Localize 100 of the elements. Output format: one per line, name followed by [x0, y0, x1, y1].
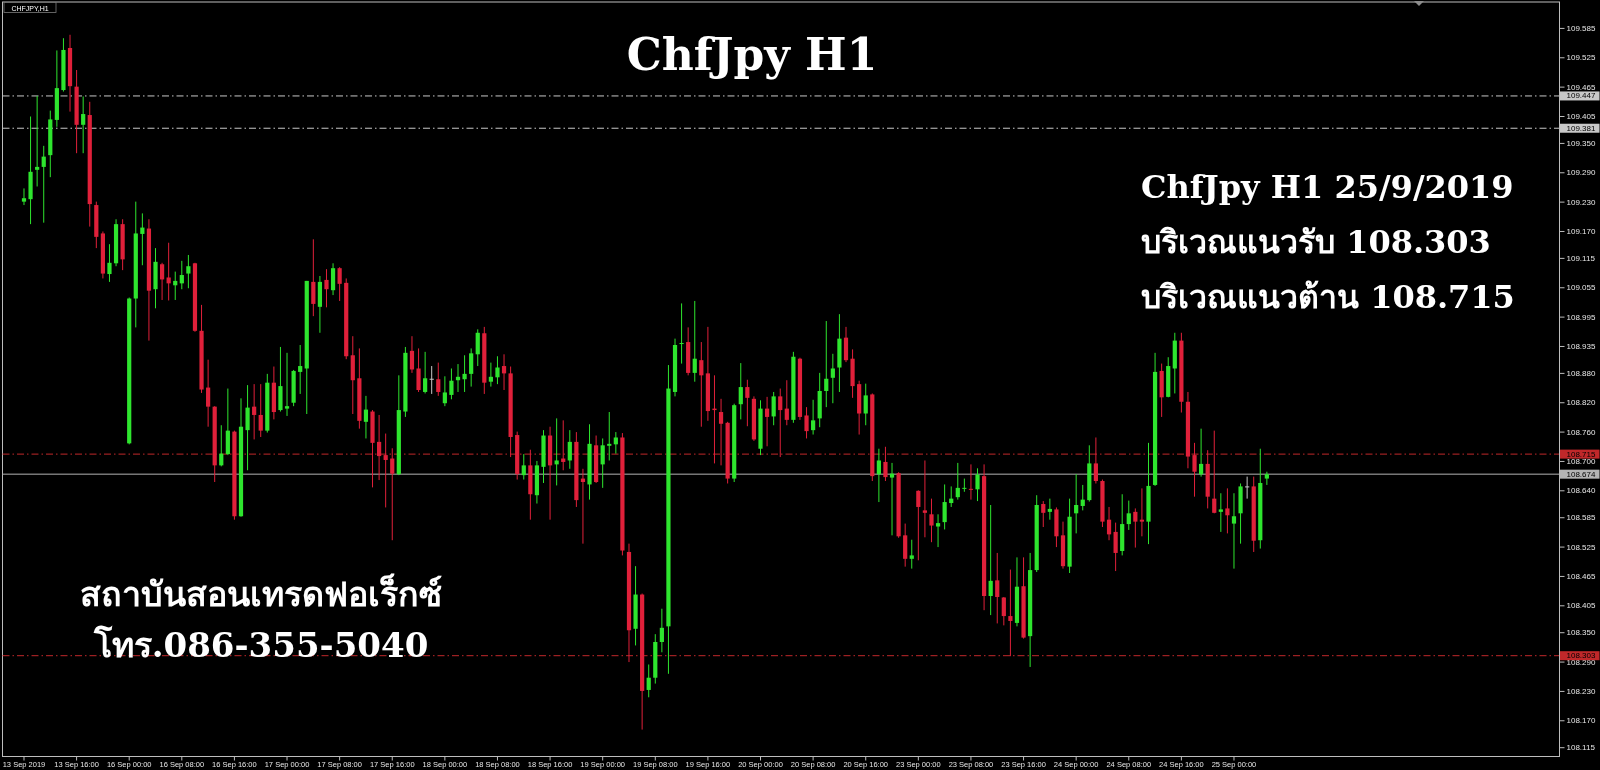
text: ChfJpy H1 [626, 29, 878, 80]
candlestick [166, 242, 171, 301]
candlestick [278, 346, 283, 413]
candlestick [1008, 569, 1013, 657]
candlestick [811, 399, 816, 436]
candlestick [968, 463, 974, 501]
annotation: ChfJpy H1 25/9/2019 [1141, 168, 1514, 206]
y-tick-label: 108.525 [1566, 542, 1596, 552]
candlestick [107, 243, 112, 283]
y-tick-label: 109.230 [1566, 197, 1596, 207]
candlestick [607, 411, 612, 461]
y-tick-label: 109.350 [1566, 138, 1596, 148]
candlestick [337, 266, 342, 302]
y-tick-label: 108.170 [1566, 716, 1596, 726]
candlestick [995, 552, 1000, 624]
candlestick [1212, 430, 1217, 514]
candlestick [1047, 498, 1052, 521]
candlestick [863, 383, 868, 426]
candlestick [567, 429, 572, 470]
candlestick [1139, 487, 1145, 537]
candlestick [409, 335, 415, 374]
candlestick [1041, 500, 1046, 528]
candlestick [935, 513, 941, 548]
ref-line-label: 108.715 [1566, 449, 1596, 459]
candlestick [699, 341, 704, 428]
candlestick [21, 187, 27, 206]
y-tick-label: 109.465 [1566, 82, 1596, 92]
candlestick [679, 302, 684, 365]
candlestick [1199, 428, 1204, 478]
candlestick [488, 362, 493, 388]
candlestick [745, 379, 750, 427]
y-tick-label: 108.230 [1566, 686, 1596, 696]
y-tick-label: 109.290 [1566, 168, 1596, 178]
candlestick [258, 383, 263, 438]
y-tick-label: 108.585 [1566, 513, 1596, 523]
candlestick [159, 262, 165, 301]
candlestick [501, 353, 507, 391]
candlestick [942, 483, 947, 530]
candlestick [186, 254, 191, 289]
y-tick-label: 109.525 [1566, 53, 1596, 63]
ref-line-label: 108.674 [1566, 469, 1596, 479]
candlestick [646, 664, 651, 698]
candlestick [903, 523, 908, 568]
y-tick-label: 108.640 [1566, 486, 1596, 496]
candlestick [219, 424, 224, 467]
candlestick [225, 388, 230, 456]
candlestick [1093, 436, 1098, 484]
candlestick [1001, 596, 1006, 626]
candlestick [462, 354, 467, 393]
candlestick [442, 375, 447, 407]
candlestick [383, 433, 388, 508]
candlestick [311, 238, 316, 317]
candlestick [363, 395, 369, 439]
candlestick [804, 406, 809, 439]
candlestick [206, 359, 211, 428]
candlestick [449, 367, 454, 400]
y-tick-label: 109.405 [1566, 112, 1596, 121]
candlestick [909, 539, 914, 570]
candlestick [600, 437, 605, 489]
annotation: บริเวณแนวรับ 108.303 [1141, 223, 1491, 261]
candlestick [659, 608, 664, 653]
candlestick [390, 447, 395, 541]
y-tick-label: 108.995 [1566, 312, 1596, 322]
candlestick [1225, 487, 1230, 534]
annotation: โทร.086-355-5040 [92, 625, 429, 665]
candlestick [692, 300, 697, 383]
y-tick-label: 108.405 [1566, 601, 1596, 611]
candlestick [955, 462, 960, 501]
candlestick [423, 351, 428, 394]
candlestick [1106, 506, 1112, 541]
candlestick [377, 414, 382, 481]
candlestick [718, 398, 724, 466]
y-tick-label: 109.055 [1566, 283, 1596, 293]
annotation: สถาบันสอนเทรดฟอเร็กซ์ [80, 573, 442, 614]
candlestick [41, 145, 46, 224]
candlestick [495, 355, 500, 385]
y-tick-label: 108.115 [1566, 743, 1596, 753]
candlestick [830, 353, 835, 404]
y-tick-label: 108.350 [1566, 628, 1596, 638]
candlestick [883, 446, 888, 482]
candlestick [922, 459, 928, 538]
candlestick [179, 260, 184, 290]
candlestick [738, 362, 743, 420]
candlestick [916, 489, 921, 561]
candlestick [436, 362, 441, 397]
candlestick [876, 448, 881, 503]
candlestick [929, 498, 934, 543]
candlestick [521, 453, 526, 481]
candlestick [889, 462, 895, 536]
candlestick [1074, 473, 1079, 534]
candlestick [1218, 492, 1223, 533]
y-tick-label: 108.465 [1566, 571, 1596, 581]
candlestick [975, 467, 980, 502]
candlestick [988, 504, 993, 616]
y-tick-label: 109.170 [1566, 226, 1596, 236]
candlestick [1245, 476, 1250, 500]
candlestick [784, 379, 789, 426]
candlestick [1113, 522, 1118, 572]
candlestick [416, 347, 421, 393]
candlestick [35, 95, 40, 187]
